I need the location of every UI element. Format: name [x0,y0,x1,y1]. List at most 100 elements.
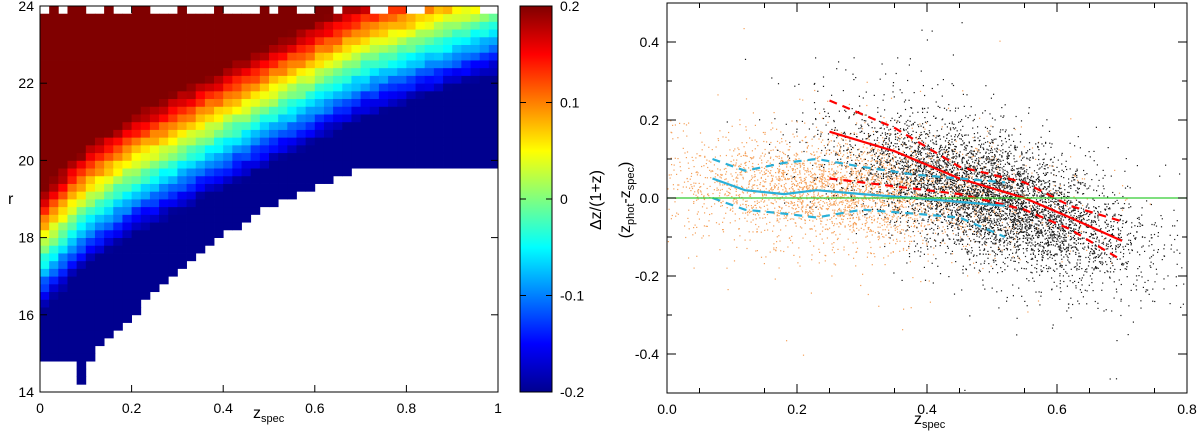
scatter-point [720,173,722,176]
heatmap-cell [360,152,371,161]
scatter-point [977,198,979,200]
heatmap-cell [452,152,462,161]
heatmap-cell [58,253,68,262]
heatmap-cell [488,29,499,38]
heatmap-cell [479,83,490,92]
heatmap-cell [204,121,215,130]
heatmap-cell [204,191,215,200]
heatmap-cell [177,129,187,138]
scatter-point [802,211,804,213]
scatter-point [846,188,848,190]
scatter-point [950,221,952,223]
heatmap-cell [223,29,233,38]
heatmap-cell [122,44,132,53]
scatter-point [819,167,821,169]
heatmap-cell [58,337,68,347]
heatmap-cell [333,75,343,84]
heatmap-cell [360,60,371,69]
heatmap-cell [58,283,68,293]
scatter-point [856,247,859,249]
scatter-point [960,225,962,227]
scatter-point [1015,200,1017,202]
scatter-point [975,212,978,214]
heatmap-cell [232,21,242,30]
heatmap-cell [479,60,490,69]
scatter-point [823,183,825,185]
scatter-point [994,224,996,226]
heatmap-cell [259,183,270,192]
scatter-point [971,156,973,158]
heatmap-cell [479,13,490,22]
scatter-point [873,200,875,202]
scatter-point [816,151,818,153]
scatter-point [814,82,816,85]
scatter-point [720,174,722,176]
heatmap-cell [443,67,453,76]
heatmap-cell [415,121,426,130]
scatter-point [910,208,913,210]
scatter-point [668,208,670,210]
scatter-point [751,175,753,177]
heatmap-cell [122,129,132,138]
scatter-point [899,193,901,195]
heatmap-cell [177,229,187,238]
scatter-point [791,178,793,180]
heatmap-cell [131,67,142,76]
heatmap-cell [388,29,398,38]
scatter-point [841,179,843,181]
heatmap-cell [323,21,334,30]
heatmap-cell [214,229,224,238]
scatter-point [671,214,673,217]
scatter-point [962,153,964,155]
scatter-point [845,167,847,169]
heatmap-cell [287,52,297,61]
scatter-point [818,180,820,182]
scatter-point [810,292,812,294]
heatmap-cell [186,114,197,123]
scatter-point [831,249,833,251]
scatter-point [859,218,861,221]
heatmap-cell [76,13,87,22]
scatter-point [877,218,879,220]
scatter-point [914,214,916,216]
scatter-point [786,164,788,166]
scatter-point [840,196,842,198]
heatmap-y-tick-label: 20 [18,152,34,168]
heatmap-cell [149,175,160,184]
heatmap-cell [461,160,471,169]
scatter-point [696,226,698,228]
scatter-point [745,98,748,100]
heatmap-cell [305,13,316,22]
heatmap-cell [305,175,316,184]
scatter-point [928,280,930,282]
scatter-point [824,184,826,187]
heatmap-cell [369,36,380,45]
heatmap-cell [259,52,270,61]
scatter-point [791,185,793,188]
heatmap-cell [388,60,398,69]
scatter-point [785,182,787,185]
heatmap-cell [452,114,462,123]
scatter-point [755,207,757,209]
scatter-point [792,169,794,171]
colorbar-tick-label: 0.2 [560,0,580,14]
scatter-point [998,214,1000,216]
scatter-point [915,194,917,196]
heatmap-cell [296,121,307,130]
scatter-point [851,172,853,174]
scatter-point [970,194,972,197]
heatmap-cell [186,144,197,154]
scatter-point [896,178,898,180]
heatmap-cell [223,121,233,130]
scatter-point [874,147,876,149]
scatter-point [833,203,835,205]
heatmap-cell [259,144,270,154]
scatter-point [757,179,759,181]
scatter-point [900,180,902,182]
scatter-point [807,185,809,187]
heatmap-cell [149,121,160,130]
scatter-point [805,211,807,213]
scatter-point [745,204,747,206]
heatmap-cell [67,83,78,92]
scatter-point [701,206,704,208]
